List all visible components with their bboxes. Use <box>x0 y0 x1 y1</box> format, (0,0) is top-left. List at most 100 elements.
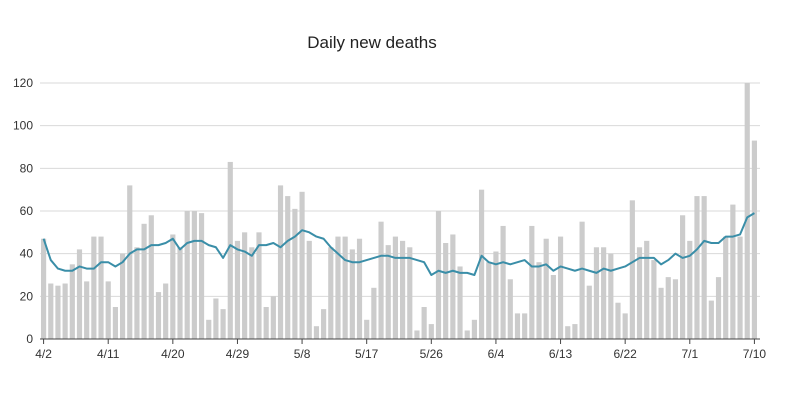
bar-7-7 <box>730 204 736 339</box>
bar-6-24 <box>636 247 643 339</box>
bar-4-22 <box>184 211 190 339</box>
bar-4-16 <box>141 223 147 339</box>
y-tick-label-0: 0 <box>26 332 33 346</box>
bar-5-14 <box>342 236 348 339</box>
bar-5-30 <box>457 266 463 339</box>
bar-5-23 <box>407 247 413 339</box>
bar-5-17 <box>364 319 370 339</box>
x-tick-label-6-22: 6/22 <box>613 347 637 361</box>
y-tick-label-120: 120 <box>13 76 33 90</box>
bar-6-25 <box>644 240 650 339</box>
bar-5-6 <box>285 196 291 339</box>
bar-7-6 <box>723 236 729 339</box>
bar-6-20 <box>608 253 614 339</box>
bar-5-26 <box>428 324 434 339</box>
bar-5-22 <box>400 240 406 339</box>
bar-5-1 <box>249 247 255 339</box>
bar-4-23 <box>191 211 197 339</box>
x-tick-label-7-1: 7/1 <box>681 347 698 361</box>
bar-6-26 <box>651 260 657 339</box>
y-tick-label-80: 80 <box>20 161 34 175</box>
bar-4-7 <box>76 249 83 339</box>
bar-5-27 <box>435 211 442 339</box>
bar-5-11 <box>321 309 327 339</box>
bar-4-17 <box>148 215 154 339</box>
bar-5-18 <box>371 287 377 339</box>
bar-5-25 <box>421 307 427 339</box>
bar-7-4 <box>708 300 714 339</box>
bar-5-28 <box>443 243 449 339</box>
bar-4-25 <box>206 319 212 339</box>
x-tick-label-4-20: 4/20 <box>161 347 185 361</box>
bar-6-27 <box>658 287 664 339</box>
x-tick-label-6-13: 6/13 <box>549 347 573 361</box>
bar-5-7 <box>292 208 298 339</box>
bar-4-3 <box>48 283 54 339</box>
bar-5-15 <box>349 249 355 339</box>
bar-4-11 <box>105 281 111 339</box>
bar-5-16 <box>356 238 363 339</box>
bar-4-19 <box>163 283 169 339</box>
bar-5-2 <box>256 232 262 339</box>
bar-4-13 <box>119 253 126 339</box>
bar-4-29 <box>234 240 241 339</box>
bar-6-12 <box>550 275 556 339</box>
axis-layer: 4/2 4/11 4/20 4/29 5/8 5/17 5/26 6/4 6/13 6/22 7/1… <box>35 338 766 361</box>
x-tick-label-5-8: 5/8 <box>294 347 311 361</box>
bar-6-16 <box>579 221 585 339</box>
bar-6-9 <box>529 225 535 339</box>
y-tick-label-40: 40 <box>20 247 34 261</box>
y-tick-label-60: 60 <box>20 204 34 218</box>
bar-6-11 <box>543 238 549 339</box>
bar-5-21 <box>392 236 398 339</box>
x-tick-label-4-2: 4/2 <box>35 347 52 361</box>
bar-4-15 <box>134 247 140 339</box>
bar-4-10 <box>98 236 104 339</box>
bar-4-20 <box>170 234 176 339</box>
x-tick-label-4-11: 4/11 <box>97 347 120 361</box>
bar-7-1 <box>687 240 693 339</box>
x-tick-label-5-26: 5/26 <box>420 347 444 361</box>
bar-7-2 <box>694 196 700 339</box>
bar-4-4 <box>55 285 61 339</box>
bar-6-23 <box>629 200 635 339</box>
bar-4-6 <box>69 264 75 339</box>
bar-6-8 <box>522 313 528 339</box>
bar-5-19 <box>378 221 384 339</box>
bar-6-7 <box>514 313 521 339</box>
bar-6-4 <box>493 251 499 339</box>
bar-6-29 <box>672 279 679 339</box>
bar-5-29 <box>450 234 456 339</box>
bar-5-10 <box>313 326 320 339</box>
bar-6-18 <box>593 247 600 339</box>
bar-5-12 <box>328 247 334 339</box>
x-tick-label-4-29: 4/29 <box>226 347 250 361</box>
bar-4-24 <box>198 213 205 339</box>
bar-4-9 <box>91 236 97 339</box>
bar-6-15 <box>572 324 578 339</box>
bar-5-3 <box>263 307 269 339</box>
bar-7-5 <box>715 277 722 339</box>
bar-6-10 <box>536 262 542 339</box>
bar-7-9 <box>744 83 750 339</box>
bar-4-21 <box>177 247 183 339</box>
bar-5-5 <box>277 185 284 339</box>
chart-title: Daily new deaths <box>307 33 436 52</box>
bar-6-30 <box>680 215 686 339</box>
bar-7-8 <box>737 236 743 339</box>
bar-4-27 <box>220 309 226 339</box>
line-layer <box>42 212 755 276</box>
y-tick-label-100: 100 <box>13 119 33 133</box>
bar-4-8 <box>84 281 90 339</box>
bar-6-5 <box>500 225 506 339</box>
bar-5-9 <box>306 240 312 339</box>
bars-layer <box>41 83 757 339</box>
bar-6-21 <box>615 302 621 339</box>
bar-6-2 <box>478 189 485 339</box>
bar-7-10 <box>751 140 757 339</box>
bar-6-19 <box>601 247 607 339</box>
bar-6-22 <box>622 313 628 339</box>
bar-6-3 <box>486 262 492 339</box>
